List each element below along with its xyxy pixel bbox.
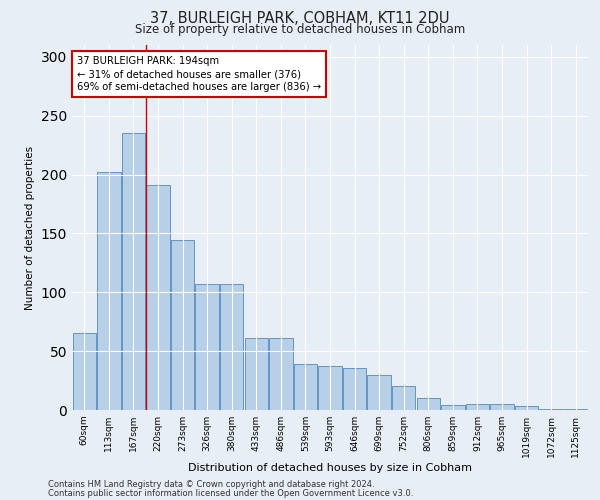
Bar (220, 284, 244, 410)
Bar (416, 398, 440, 410)
Bar (294, 364, 317, 410)
Text: Contains public sector information licensed under the Open Government Licence v3: Contains public sector information licen… (48, 488, 413, 498)
Bar (245, 338, 268, 410)
Bar (171, 240, 194, 410)
Text: Contains HM Land Registry data © Crown copyright and database right 2024.: Contains HM Land Registry data © Crown c… (48, 480, 374, 489)
Bar (343, 368, 366, 410)
Bar (367, 374, 391, 410)
Bar (441, 406, 464, 410)
Bar (466, 404, 489, 410)
Bar (73, 334, 96, 410)
Bar (515, 406, 538, 410)
Bar (490, 404, 514, 410)
Bar (97, 172, 121, 410)
Bar (196, 284, 219, 410)
Text: 37 BURLEIGH PARK: 194sqm
← 31% of detached houses are smaller (376)
69% of semi-: 37 BURLEIGH PARK: 194sqm ← 31% of detach… (77, 56, 321, 92)
Bar (122, 134, 145, 410)
Text: Size of property relative to detached houses in Cobham: Size of property relative to detached ho… (135, 22, 465, 36)
X-axis label: Distribution of detached houses by size in Cobham: Distribution of detached houses by size … (188, 462, 472, 472)
Text: 37, BURLEIGH PARK, COBHAM, KT11 2DU: 37, BURLEIGH PARK, COBHAM, KT11 2DU (150, 11, 450, 26)
Bar (392, 386, 415, 410)
Bar (319, 366, 341, 410)
Bar (564, 409, 587, 410)
Bar (269, 338, 293, 410)
Bar (539, 409, 563, 410)
Y-axis label: Number of detached properties: Number of detached properties (25, 146, 35, 310)
Bar (146, 185, 170, 410)
